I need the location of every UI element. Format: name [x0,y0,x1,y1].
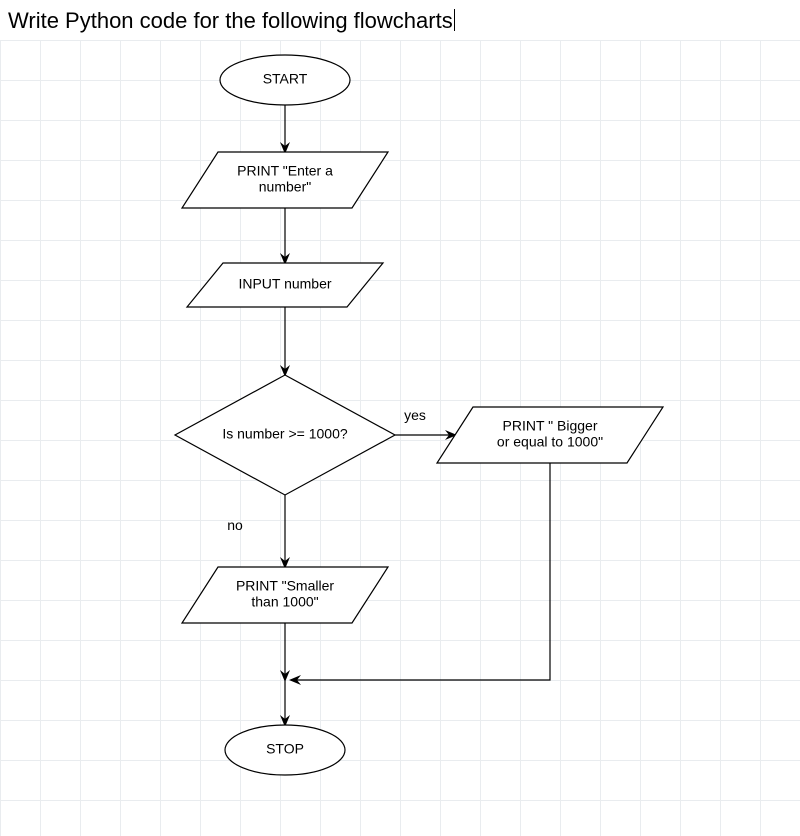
node-printSmall: PRINT "Smallerthan 1000" [182,567,388,623]
node-printEnter: PRINT "Enter anumber" [182,152,388,208]
node-printEnter-label-0: PRINT "Enter a [237,163,333,179]
node-stop: STOP [225,725,345,775]
node-printBig: PRINT " Biggeror equal to 1000" [437,407,663,463]
node-input-label-0: INPUT number [238,276,331,292]
edge-label-no: no [227,517,243,533]
prompt-text-content: Write Python code for the following flow… [8,8,453,33]
flowchart-canvas: yes no START PRINT "Enter anumber" INPUT nu… [0,40,800,836]
node-printBig-label-1: or equal to 1000" [497,434,603,450]
node-stop-label-0: STOP [266,741,304,757]
node-printSmall-label-1: than 1000" [251,594,318,610]
node-input: INPUT number [187,263,383,307]
node-printEnter-label-1: number" [259,179,311,195]
node-decision: Is number >= 1000? [175,375,395,495]
node-printSmall-label-0: PRINT "Smaller [236,578,334,594]
node-start: START [220,55,350,105]
edge-label-yes: yes [404,407,426,423]
node-start-label-0: START [263,71,308,87]
node-printBig-label-0: PRINT " Bigger [503,418,598,434]
text-cursor [454,9,455,31]
flowchart-svg: yes no START PRINT "Enter anumber" INPUT nu… [0,40,800,836]
node-decision-label-0: Is number >= 1000? [222,426,348,442]
prompt-text: Write Python code for the following flow… [8,8,455,34]
